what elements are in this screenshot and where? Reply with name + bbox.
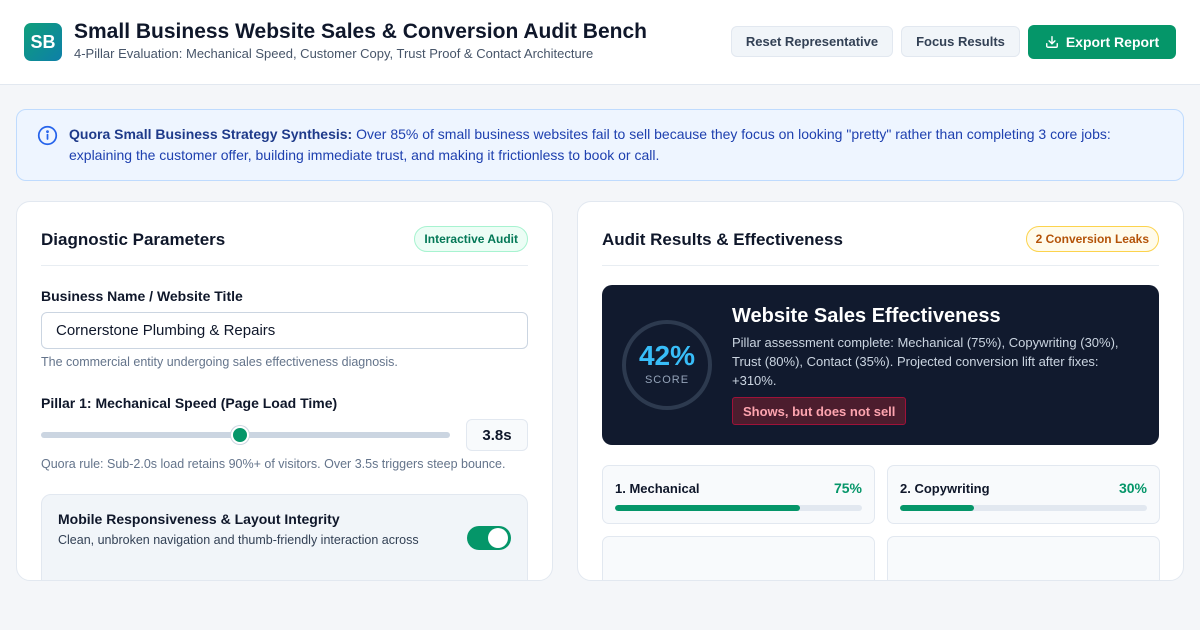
mobile-description: Clean, unbroken navigation and thumb-fri… [58,533,419,547]
banner-body: Over 85% of small business websites fail… [69,126,1111,163]
score-title: Website Sales Effectiveness [732,305,1001,327]
conversion-leaks-badge: 2 Conversion Leaks [1025,226,1159,252]
card-header: Audit Results & Effectiveness 2 Conversi… [602,226,1159,266]
diagnostic-parameters-card: Diagnostic Parameters Interactive Audit … [16,201,553,581]
download-icon [1045,36,1058,48]
speed-slider-handle[interactable] [231,426,249,444]
speed-slider[interactable] [41,426,450,444]
pillar-card-contact [887,536,1160,580]
pillar-percent: 30% [1118,480,1147,496]
score-value: 42% [638,340,696,371]
score-ring: 42% SCORE [622,320,712,410]
pillar-card-mechanical: 1. Mechanical 75% [602,465,875,524]
pillar-percent: 75% [833,480,862,496]
export-report-label: Export Report [1065,34,1160,50]
info-icon [37,125,58,146]
focus-results-button[interactable]: Focus Results [901,26,1020,57]
pillar-card-trust [602,536,875,580]
app-header: SB Small Business Website Sales & Conver… [0,0,1200,85]
logo: SB [24,23,62,61]
pillar-progress-track [615,505,862,511]
score-description: Pillar assessment complete: Mechanical (… [732,335,1119,388]
banner-text: Quora Small Business Strategy Synthesis:… [69,124,1149,166]
score-label: SCORE [644,374,690,386]
results-title: Audit Results & Effectiveness [602,230,843,249]
pillar-card-copywriting: 2. Copywriting 30% [887,465,1160,524]
card-header: Diagnostic Parameters Interactive Audit [41,226,528,266]
pillar-name: 2. Copywriting [900,481,990,496]
reset-representative-button[interactable]: Reset Representative [731,26,893,57]
page-subtitle: 4-Pillar Evaluation: Mechanical Speed, C… [74,46,594,61]
business-name-label: Business Name / Website Title [41,288,243,304]
export-report-button[interactable]: Export Report [1028,25,1176,59]
pillar-progress-fill [615,505,801,511]
audit-results-card: Audit Results & Effectiveness 2 Conversi… [577,201,1184,581]
pillar-progress-fill [900,505,975,511]
speed-value: 3.8s [466,419,528,451]
mobile-responsiveness-box: Mobile Responsiveness & Layout Integrity… [41,494,528,580]
verdict-badge: Shows, but does not sell [732,397,907,425]
speed-hint: Quora rule: Sub-2.0s load retains 90%+ o… [41,457,506,471]
page-title: Small Business Website Sales & Conversio… [74,20,647,43]
pillar-name: 1. Mechanical [615,481,700,496]
business-name-input[interactable]: Cornerstone Plumbing & Repairs [41,312,528,349]
diagnostic-title: Diagnostic Parameters [41,230,226,249]
interactive-audit-badge: Interactive Audit [414,226,528,252]
score-panel: 42% SCORE Website Sales Effectiveness Pi… [602,285,1159,445]
strategy-banner: Quora Small Business Strategy Synthesis:… [16,109,1184,181]
speed-label: Pillar 1: Mechanical Speed (Page Load Ti… [41,395,338,411]
mobile-toggle[interactable] [467,526,511,550]
banner-lead: Quora Small Business Strategy Synthesis: [69,126,353,142]
mobile-title: Mobile Responsiveness & Layout Integrity [58,511,340,527]
business-name-hint: The commercial entity undergoing sales e… [41,355,398,369]
pillar-progress-track [900,505,1147,511]
